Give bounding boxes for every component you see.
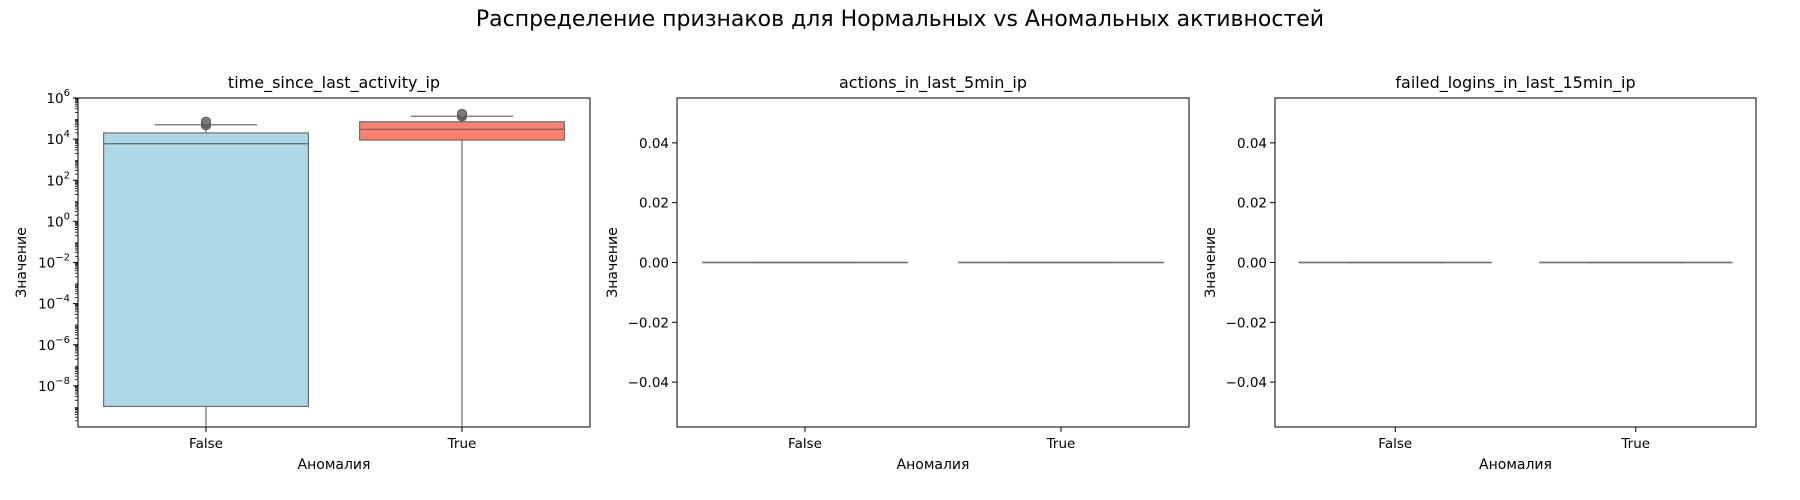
y-tick-label: 10−4	[38, 294, 70, 313]
y-tick-base: 10	[38, 338, 55, 354]
y-tick-exponent: 6	[64, 88, 70, 99]
y-tick-base: 10	[46, 91, 63, 107]
chart-panel-1: False True10−810−610−410−2100102104106tim…	[14, 73, 591, 473]
y-tick-base: 10	[46, 132, 63, 148]
outlier-point	[457, 108, 467, 118]
x-axis-label: Аномалия	[1479, 457, 1552, 473]
x-axis-label: Аномалия	[298, 457, 371, 473]
y-tick-label: 104	[46, 129, 70, 148]
y-tick-label: 10−8	[38, 376, 70, 395]
x-tick-label: False	[788, 436, 822, 452]
y-tick-label: −0.04	[1226, 375, 1267, 391]
x-tick-label: False	[189, 436, 223, 452]
x-tick-label: True	[1046, 436, 1076, 452]
y-tick-exponent: 4	[64, 129, 70, 140]
y-tick-label: 0.00	[639, 256, 669, 272]
y-tick-exponent: −6	[55, 335, 70, 346]
y-tick-label: 10−2	[38, 253, 70, 272]
y-tick-exponent: 2	[64, 170, 70, 181]
y-tick-exponent: −8	[55, 376, 70, 387]
chart-panel-2: False True −0.04 −0.02 0.00 0.02 0.04 actions_i…	[605, 73, 1190, 473]
chart-panel-3: False True −0.04 −0.02 0.00 0.02 0.04 failed_lo…	[1203, 73, 1757, 473]
box-true	[359, 108, 566, 427]
y-tick-label: −0.02	[628, 315, 669, 331]
x-tick-label: False	[1378, 436, 1412, 452]
x-tick-label: True	[447, 436, 477, 452]
y-tick-base: 10	[38, 256, 55, 272]
y-tick-label: 102	[46, 170, 70, 189]
y-tick-label: 0.00	[1237, 256, 1267, 272]
y-axis-label: Значение	[14, 227, 30, 297]
y-axis-label: Значение	[1203, 227, 1219, 297]
chart-title: actions_in_last_5min_ip	[839, 73, 1027, 93]
y-tick-label: 106	[46, 88, 70, 107]
y-tick-label: 0.04	[1237, 136, 1267, 152]
box-body	[359, 121, 566, 141]
figure-title: Распределение признаков для Нормальных v…	[476, 7, 1324, 32]
chart-title: time_since_last_activity_ip	[228, 73, 440, 93]
y-tick-label: 10−6	[38, 335, 70, 354]
chart-title: failed_logins_in_last_15min_ip	[1395, 73, 1635, 93]
y-tick-label: −0.04	[628, 375, 669, 391]
y-tick-base: 10	[38, 297, 55, 313]
y-tick-label: −0.02	[1226, 315, 1267, 331]
x-tick-label: True	[1620, 436, 1650, 452]
box-false	[102, 116, 310, 427]
y-tick-base: 10	[46, 214, 63, 230]
y-tick-label: 0.02	[639, 196, 669, 212]
x-axis-label: Аномалия	[897, 457, 970, 473]
y-axis-label: Значение	[605, 227, 621, 297]
outlier-point	[201, 116, 211, 126]
box-body	[102, 132, 310, 408]
y-tick-base: 10	[46, 173, 63, 189]
y-tick-exponent: 0	[64, 211, 70, 222]
y-tick-exponent: −2	[55, 253, 70, 264]
y-tick-base: 10	[38, 379, 55, 395]
y-tick-exponent: −4	[55, 294, 70, 305]
y-tick-label: 0.04	[639, 136, 669, 152]
y-tick-label: 100	[46, 211, 70, 230]
y-tick-label: 0.02	[1237, 196, 1267, 212]
